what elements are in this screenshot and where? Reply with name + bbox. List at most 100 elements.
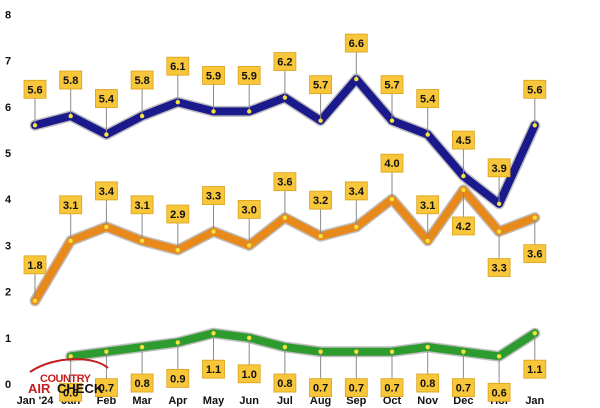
- blue-data-point: [496, 201, 502, 207]
- blue-label-box: [309, 75, 333, 95]
- blue-label-box: [166, 56, 190, 76]
- green-data-point: [282, 344, 288, 350]
- orange-data-label: 3.3: [206, 191, 221, 203]
- orange-label-box: [130, 195, 154, 215]
- data-labels: 5.6 5.8 5.4 5.8 6.1 5.9 5.9 6.2 5.7 6.6 5.7 5.4 4.5 3…: [23, 33, 547, 402]
- blue-data-label: 5.7: [384, 80, 399, 92]
- orange-label-box: [273, 172, 297, 192]
- y-tick-label: 6: [5, 102, 11, 114]
- orange-label-box: [344, 181, 368, 201]
- blue-data-label: 5.7: [313, 80, 328, 92]
- blue-data-point: [318, 118, 323, 123]
- blue-data-label: 4.5: [456, 135, 471, 147]
- green-data-point: [139, 344, 145, 350]
- blue-data-point: [247, 109, 252, 114]
- blue-data-label: 5.4: [99, 94, 115, 106]
- x-tick-label: Mar: [132, 395, 152, 407]
- blue-data-label: 6.6: [349, 38, 364, 50]
- orange-data-label: 3.6: [527, 249, 542, 261]
- orange-data-point: [247, 243, 252, 248]
- green-data-label: 0.7: [313, 383, 328, 395]
- blue-data-point: [425, 132, 430, 137]
- orange-data-point: [175, 247, 180, 253]
- blue-data-point: [354, 76, 359, 82]
- blue-label-box: [273, 52, 297, 71]
- y-tick-label: 8: [5, 9, 11, 21]
- green-data-label: 0.7: [349, 383, 364, 395]
- orange-label-box: [59, 195, 83, 215]
- green-data-label: 1.0: [242, 369, 257, 381]
- orange-data-label: 3.0: [242, 204, 257, 216]
- orange-data-point: [389, 197, 395, 202]
- blue-data-label: 5.6: [527, 84, 542, 96]
- orange-label-box: [416, 195, 440, 215]
- green-label-box: [95, 378, 118, 398]
- orange-data-point: [139, 238, 145, 243]
- station-logo: COUNTRY AIR CHECK: [28, 358, 109, 396]
- green-label-box: [273, 373, 297, 393]
- green-label-box: [487, 382, 511, 402]
- orange-label-box: [451, 216, 475, 236]
- orange-label-box: [202, 186, 225, 205]
- orange-label-box: [23, 255, 47, 275]
- x-tick-label: Apr: [168, 395, 188, 407]
- green-data-label: 0.8: [277, 378, 292, 390]
- blue-data-label: 5.8: [134, 75, 149, 87]
- blue-label-box: [344, 33, 368, 53]
- x-tick-label: Dec: [453, 395, 473, 407]
- orange-label-box: [237, 199, 261, 219]
- orange-data-point: [496, 229, 502, 234]
- orange-data-label: 2.9: [170, 209, 185, 221]
- x-tick-label: Nov: [417, 395, 439, 407]
- blue-data-point: [32, 123, 38, 128]
- blue-data-label: 6.1: [170, 61, 185, 73]
- y-tick-label: 1: [5, 333, 11, 345]
- green-data-label: 0.8: [420, 378, 435, 390]
- y-axis: 0 1 2 3 4 5 6 7 8: [5, 9, 12, 391]
- blue-label-box: [59, 70, 83, 90]
- green-data-point: [318, 349, 323, 354]
- green-label-box: [309, 378, 333, 398]
- green-data-label: 0.7: [456, 383, 471, 395]
- orange-data-label: 3.1: [63, 200, 78, 212]
- green-label-box: [166, 369, 190, 388]
- green-data-label: 0.6: [63, 387, 78, 399]
- orange-data-label: 3.1: [420, 200, 435, 212]
- blue-data-label: 5.4: [420, 94, 436, 106]
- green-data-point: [425, 344, 430, 350]
- orange-data-point: [461, 187, 466, 193]
- blue-data-point: [139, 113, 145, 119]
- x-tick-label: May: [203, 395, 225, 407]
- blue-label-box: [487, 158, 511, 178]
- blue-data-point: [282, 95, 288, 100]
- logo-check-text: CHECK: [57, 381, 104, 396]
- orange-data-label: 3.2: [313, 195, 328, 207]
- orange-label-box: [487, 258, 511, 277]
- blue-label-box: [237, 66, 261, 85]
- green-data-point: [496, 354, 502, 359]
- blue-label-box: [95, 89, 118, 108]
- x-tick-label: Jun: [239, 395, 259, 407]
- green-series-line: [66, 329, 539, 361]
- green-data-label: 1.1: [527, 364, 542, 376]
- blue-data-point: [211, 109, 216, 114]
- blue-data-label: 5.9: [242, 70, 257, 82]
- blue-label-box: [380, 75, 404, 95]
- green-label-box: [451, 378, 475, 398]
- orange-data-point: [318, 233, 323, 239]
- blue-data-label: 5.6: [27, 84, 42, 96]
- logo-line-1: COUNTRY: [40, 373, 92, 385]
- blue-label-box: [451, 130, 475, 150]
- blue-data-label: 3.9: [491, 163, 506, 175]
- green-data-point: [461, 349, 466, 354]
- x-axis: Jan '24 Jan Feb Mar Apr May Jun Jul Aug Sep Oct Nov…: [17, 395, 545, 407]
- green-data-point: [354, 349, 359, 354]
- green-data-point: [211, 330, 216, 336]
- blue-data-point: [68, 113, 73, 119]
- green-data-point: [104, 349, 109, 354]
- blue-label-box: [23, 79, 47, 99]
- orange-data-point: [68, 238, 73, 243]
- orange-data-point: [354, 224, 359, 230]
- green-label-box: [202, 359, 225, 379]
- orange-data-point: [211, 229, 216, 234]
